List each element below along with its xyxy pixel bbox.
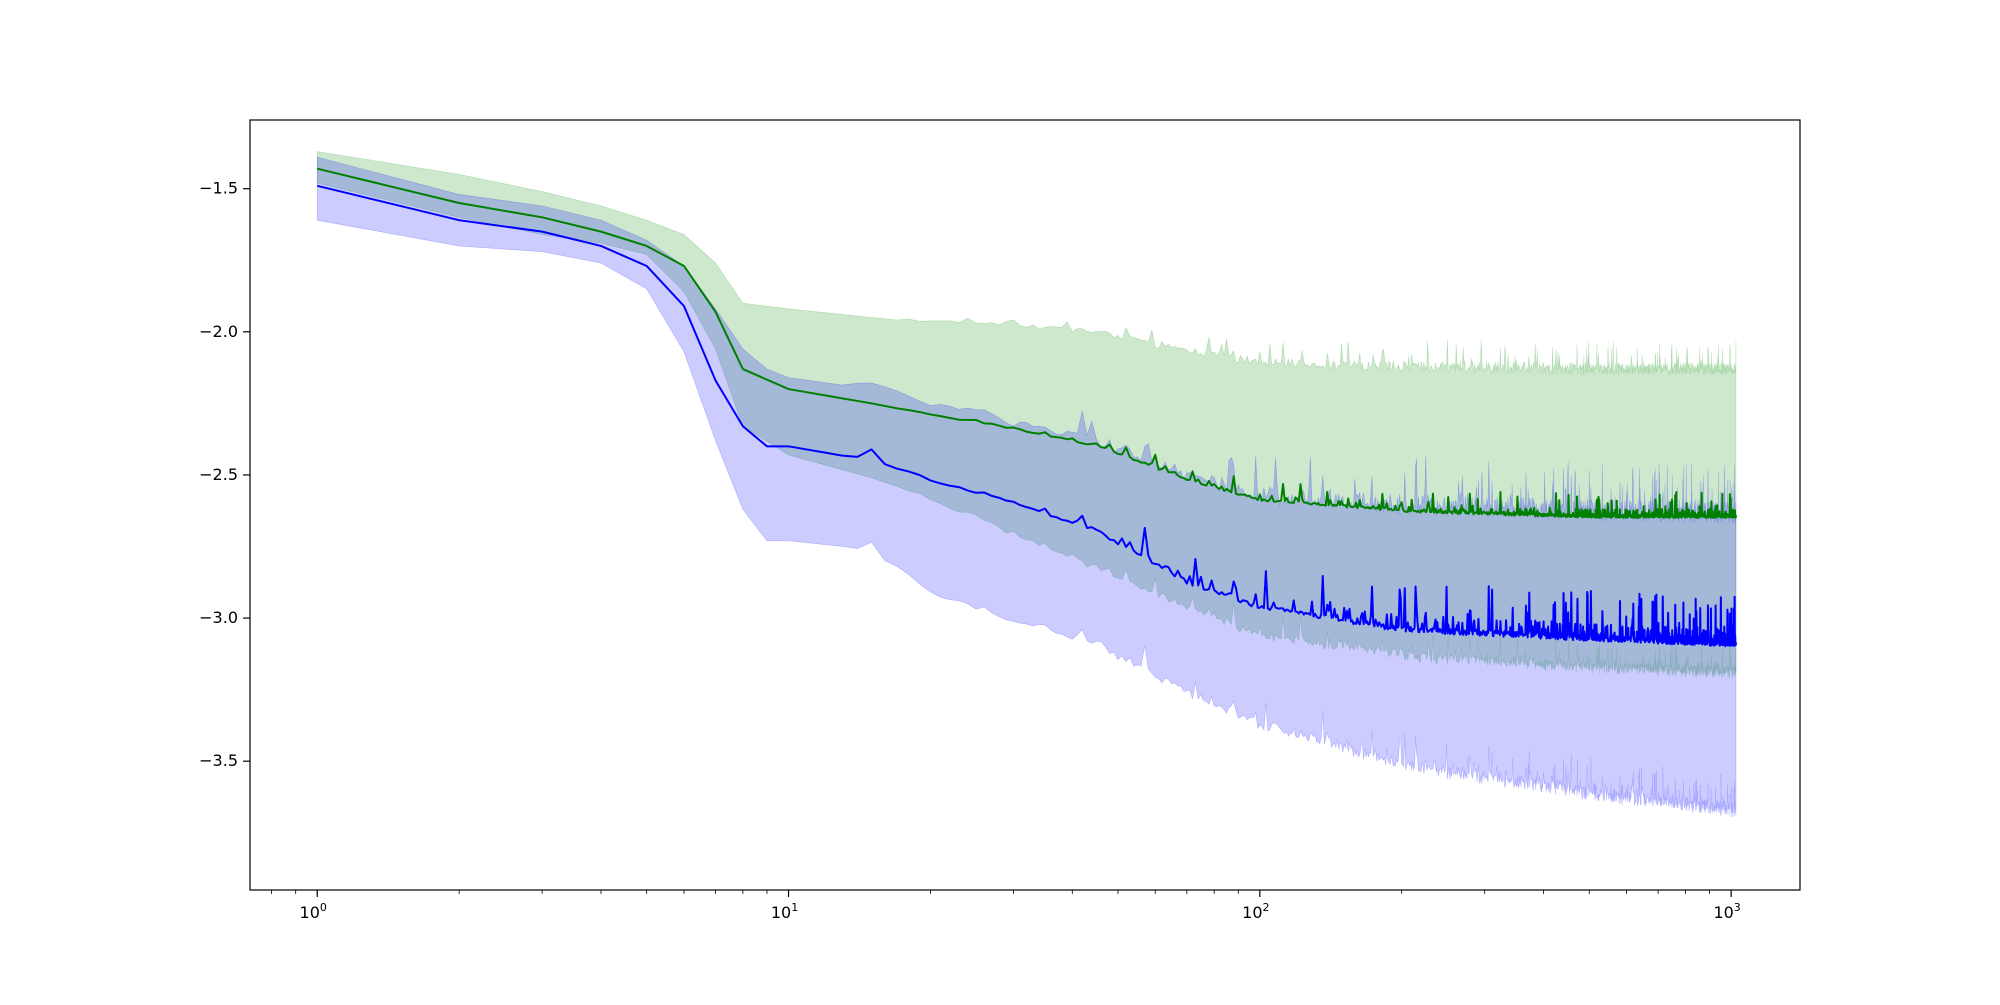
series-1-line xyxy=(317,184,1737,648)
y-axis: −1.5 −2.0 −2.5 −3.0 −3.5 xyxy=(199,179,250,770)
series-1-band xyxy=(316,156,1737,818)
y-tick-label: −1.5 xyxy=(199,179,238,198)
series-0-band xyxy=(316,151,1737,679)
x-axis: 100 101 102 103 xyxy=(271,890,1741,922)
x-tick-label: 101 xyxy=(771,901,798,922)
y-tick-label: −3.5 xyxy=(199,751,238,770)
y-tick-label: −3.0 xyxy=(199,608,238,627)
confidence-bands xyxy=(316,151,1737,818)
x-tick-label: 102 xyxy=(1242,901,1269,922)
x-tick-label: 100 xyxy=(300,901,327,922)
series-lines xyxy=(317,167,1737,648)
x-tick-label: 103 xyxy=(1713,901,1740,922)
plot-area-frame xyxy=(249,119,1801,891)
y-tick-label: −2.5 xyxy=(199,465,238,484)
y-tick-label: −2.0 xyxy=(199,322,238,341)
series-0-line xyxy=(317,167,1737,519)
